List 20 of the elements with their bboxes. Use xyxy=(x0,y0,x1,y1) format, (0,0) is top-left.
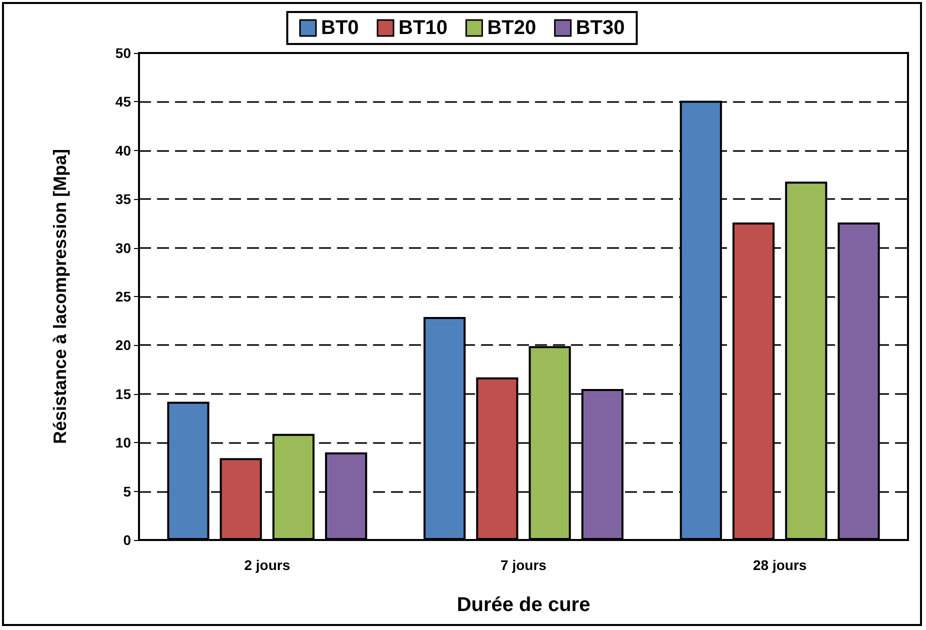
y-tick-label: 0 xyxy=(123,532,132,548)
y-tick-label: 20 xyxy=(115,337,132,354)
y-axis-title: Résistance à lacompression [Mpa] xyxy=(50,148,70,444)
y-tick-label: 30 xyxy=(115,240,132,256)
y-tick-label: 5 xyxy=(123,483,132,500)
x-tick-label: 2 jours xyxy=(244,557,290,573)
y-tick-label: 45 xyxy=(115,94,132,110)
legend-label: BT30 xyxy=(576,17,625,39)
legend-label: BT10 xyxy=(398,17,448,39)
y-tick-label: 50 xyxy=(115,45,132,61)
y-tick-label: 10 xyxy=(115,434,132,451)
legend-label: BT20 xyxy=(487,17,536,39)
x-tick-label: 28 jours xyxy=(752,557,807,573)
legend-label: BT0 xyxy=(321,17,359,39)
y-tick-label: 40 xyxy=(115,142,132,158)
y-tick-label: 15 xyxy=(115,386,132,402)
x-axis-title: Durée de cure xyxy=(456,594,590,616)
x-tick-label: 7 jours xyxy=(500,557,547,573)
y-tick-label: 25 xyxy=(115,288,132,304)
y-tick-label: 35 xyxy=(115,191,132,208)
